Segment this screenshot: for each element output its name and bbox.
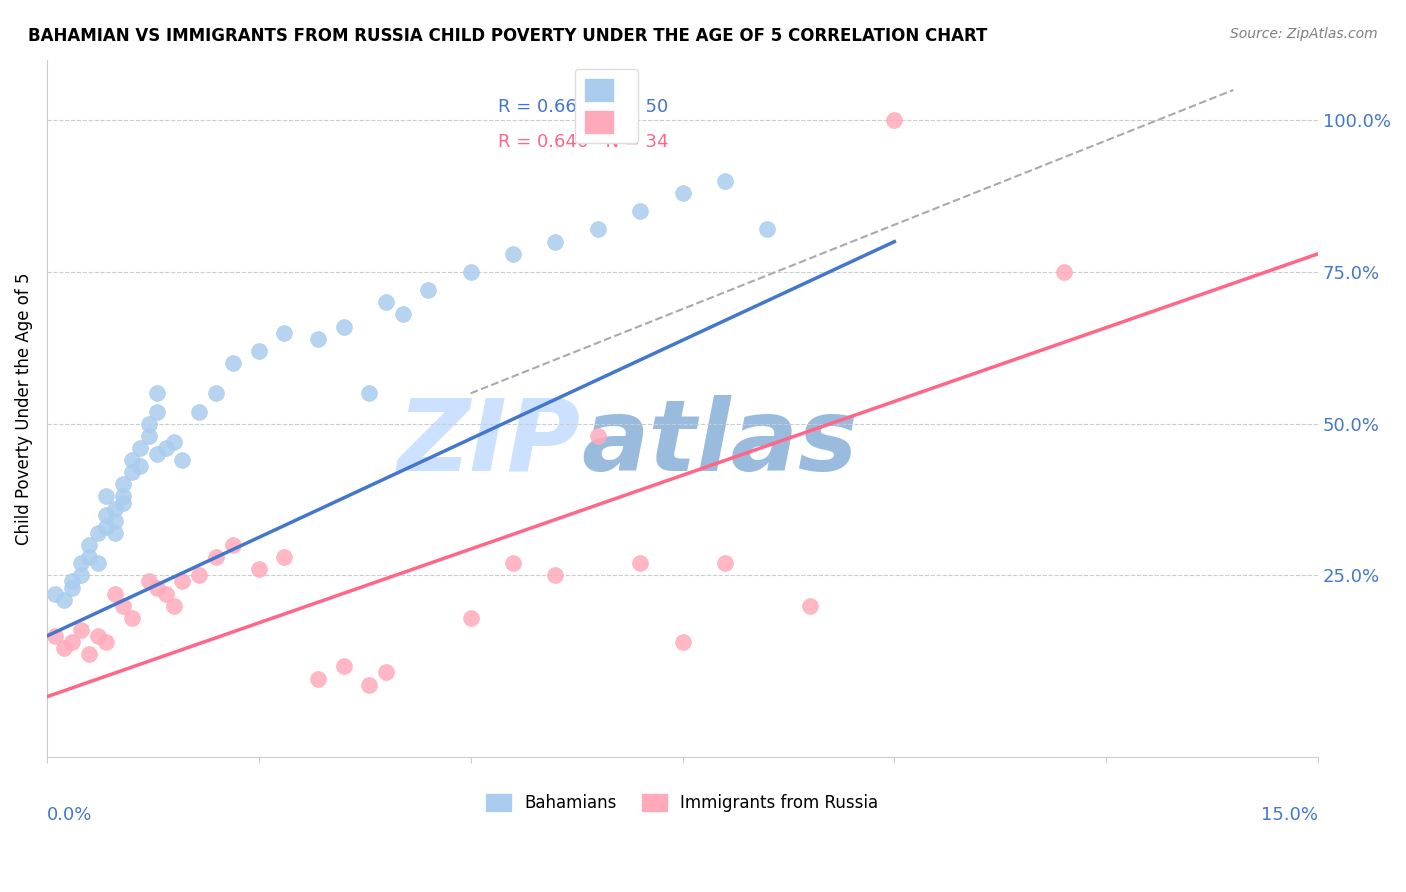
Text: 15.0%: 15.0% [1261, 806, 1319, 824]
Y-axis label: Child Poverty Under the Age of 5: Child Poverty Under the Age of 5 [15, 272, 32, 545]
Point [87, 556, 110, 570]
Point [628, 556, 651, 570]
Point [307, 672, 329, 686]
Point [273, 550, 295, 565]
Point [714, 174, 737, 188]
Point [307, 332, 329, 346]
Point [357, 386, 380, 401]
Text: 0.0%: 0.0% [46, 806, 93, 824]
Point [104, 501, 127, 516]
Point [121, 611, 143, 625]
Point [205, 386, 228, 401]
Point [96, 508, 118, 522]
Point [96, 635, 118, 649]
Point [544, 568, 567, 582]
Text: R = 0.663   N = 50: R = 0.663 N = 50 [498, 98, 668, 116]
Point [222, 356, 245, 370]
Text: R = 0.646   N = 34: R = 0.646 N = 34 [498, 133, 669, 151]
Point [77, 550, 100, 565]
Point [357, 677, 380, 691]
Point [96, 490, 118, 504]
Point [138, 417, 160, 431]
Point [69, 568, 91, 582]
Point [756, 222, 779, 236]
Point [121, 465, 143, 479]
Point [502, 556, 524, 570]
Point [87, 629, 110, 643]
Point [222, 538, 245, 552]
Point [96, 520, 118, 534]
Point [112, 477, 135, 491]
Point [188, 404, 211, 418]
Point [273, 326, 295, 340]
Point [172, 574, 194, 589]
Point [69, 623, 91, 637]
Point [112, 495, 135, 509]
Point [163, 434, 186, 449]
Point [460, 611, 482, 625]
Point [112, 599, 135, 613]
Point [247, 343, 270, 358]
Point [374, 295, 396, 310]
Text: Source: ZipAtlas.com: Source: ZipAtlas.com [1230, 27, 1378, 41]
Point [44, 586, 66, 600]
Point [205, 550, 228, 565]
Point [52, 592, 75, 607]
Point [628, 204, 651, 219]
Point [374, 665, 396, 680]
Point [52, 641, 75, 656]
Point [129, 459, 152, 474]
Point [883, 113, 905, 128]
Point [332, 659, 354, 673]
Point [460, 265, 482, 279]
Point [799, 599, 821, 613]
Point [502, 246, 524, 260]
Point [104, 525, 127, 540]
Point [155, 441, 177, 455]
Point [163, 599, 186, 613]
Point [544, 235, 567, 249]
Point [146, 447, 169, 461]
Point [129, 441, 152, 455]
Point [60, 574, 83, 589]
Point [714, 556, 737, 570]
Point [247, 562, 270, 576]
Point [121, 453, 143, 467]
Text: BAHAMIAN VS IMMIGRANTS FROM RUSSIA CHILD POVERTY UNDER THE AGE OF 5 CORRELATION : BAHAMIAN VS IMMIGRANTS FROM RUSSIA CHILD… [28, 27, 987, 45]
Text: atlas: atlas [581, 395, 858, 491]
Point [332, 319, 354, 334]
Point [104, 514, 127, 528]
Point [146, 581, 169, 595]
Point [155, 586, 177, 600]
Point [172, 453, 194, 467]
Point [138, 429, 160, 443]
Point [392, 308, 415, 322]
Point [586, 222, 609, 236]
Point [146, 386, 169, 401]
Point [104, 586, 127, 600]
Point [671, 186, 693, 200]
Point [418, 283, 440, 297]
Legend: Bahamians, Immigrants from Russia: Bahamians, Immigrants from Russia [479, 788, 886, 819]
Point [60, 635, 83, 649]
Point [77, 538, 100, 552]
Point [586, 429, 609, 443]
Text: ZIP: ZIP [398, 395, 581, 491]
Point [138, 574, 160, 589]
Point [44, 629, 66, 643]
Point [112, 490, 135, 504]
Point [69, 556, 91, 570]
Point [60, 581, 83, 595]
Point [671, 635, 693, 649]
Point [188, 568, 211, 582]
Point [77, 647, 100, 661]
Point [1053, 265, 1076, 279]
Point [146, 404, 169, 418]
Point [87, 525, 110, 540]
